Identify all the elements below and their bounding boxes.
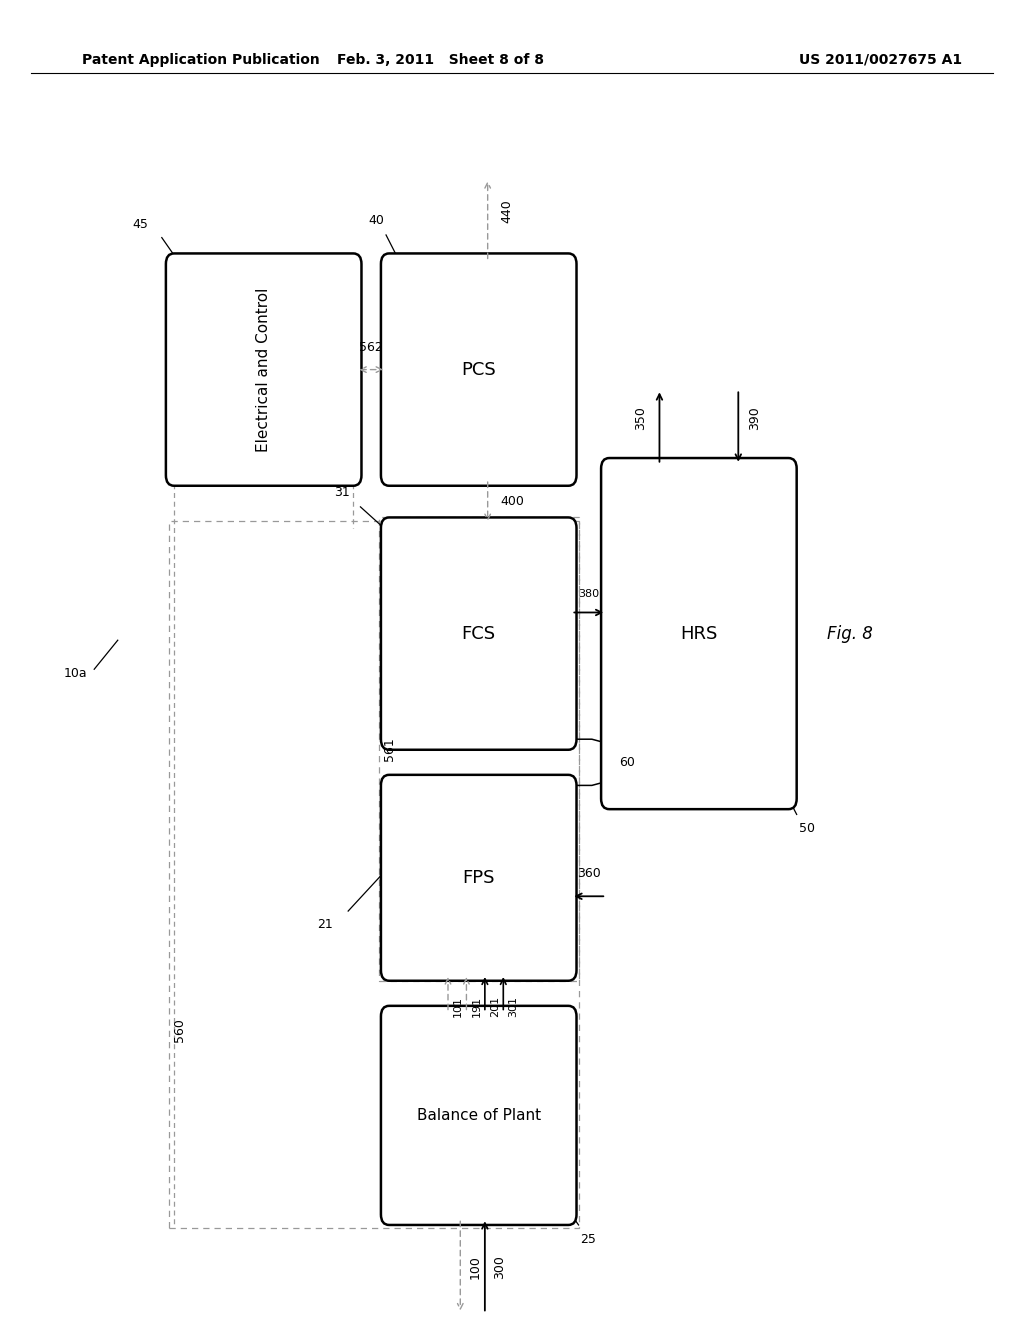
Text: 31: 31: [335, 486, 350, 499]
Text: 440: 440: [500, 199, 513, 223]
Text: 101: 101: [453, 997, 463, 1016]
Text: 350: 350: [634, 407, 647, 430]
Text: US 2011/0027675 A1: US 2011/0027675 A1: [800, 53, 963, 67]
Text: FCS: FCS: [462, 624, 496, 643]
Text: Feb. 3, 2011   Sheet 8 of 8: Feb. 3, 2011 Sheet 8 of 8: [337, 53, 544, 67]
Text: 10a: 10a: [63, 667, 87, 680]
FancyBboxPatch shape: [381, 1006, 577, 1225]
Text: 300: 300: [494, 1255, 506, 1279]
Text: Fig. 8: Fig. 8: [827, 624, 872, 643]
Text: Balance of Plant: Balance of Plant: [417, 1107, 541, 1123]
Text: 100: 100: [469, 1255, 481, 1279]
Text: Electrical and Control: Electrical and Control: [256, 288, 271, 451]
Text: 380: 380: [579, 589, 599, 599]
Text: 50: 50: [799, 822, 815, 836]
FancyBboxPatch shape: [381, 253, 577, 486]
Text: 60: 60: [620, 756, 636, 768]
Text: 301: 301: [509, 997, 518, 1016]
Bar: [169, 521, 579, 1228]
Text: 201: 201: [490, 995, 500, 1018]
Text: Patent Application Publication: Patent Application Publication: [82, 53, 319, 67]
Text: 25: 25: [581, 1233, 597, 1246]
Text: 561: 561: [383, 738, 395, 760]
Text: 40: 40: [368, 214, 384, 227]
Text: 560: 560: [173, 1018, 185, 1041]
Text: 562: 562: [359, 341, 383, 354]
Text: FPS: FPS: [463, 869, 495, 887]
FancyBboxPatch shape: [381, 775, 577, 981]
Text: 21: 21: [317, 917, 333, 931]
Text: 390: 390: [749, 407, 762, 430]
Text: 191: 191: [471, 995, 481, 1018]
Text: HRS: HRS: [680, 624, 718, 643]
Text: 360: 360: [577, 867, 601, 880]
FancyBboxPatch shape: [601, 458, 797, 809]
Text: 45: 45: [132, 218, 148, 231]
Text: 400: 400: [500, 495, 524, 508]
FancyBboxPatch shape: [381, 517, 577, 750]
Bar: [379, 517, 579, 981]
FancyBboxPatch shape: [166, 253, 361, 486]
Text: PCS: PCS: [462, 360, 496, 379]
